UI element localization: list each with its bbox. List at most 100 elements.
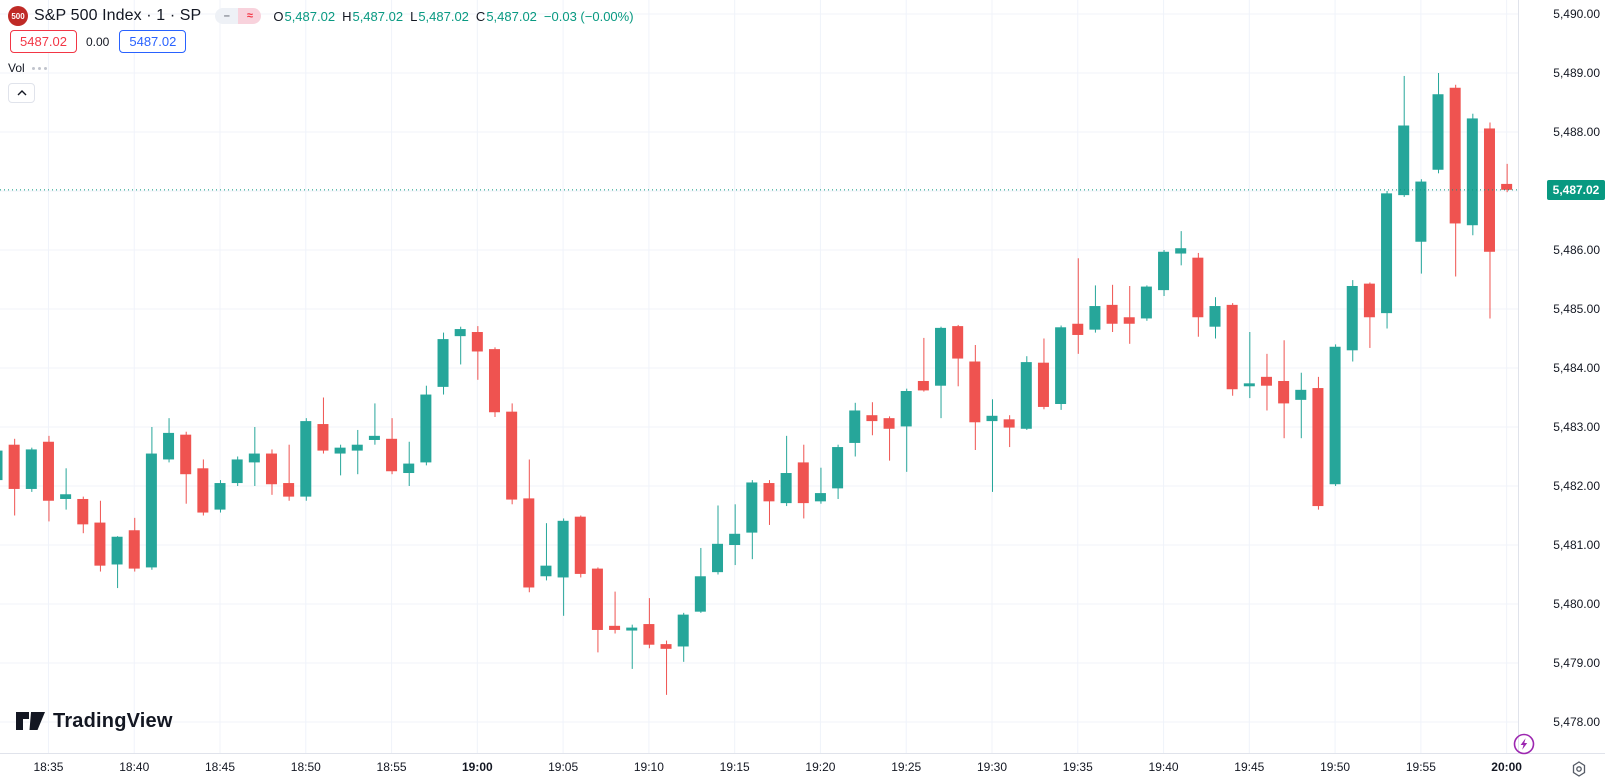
instant-trading-button[interactable]: [1509, 729, 1539, 759]
candle: [609, 591, 621, 634]
time-axis-label: 19:20: [805, 760, 836, 774]
candle: [883, 416, 895, 461]
candle: [780, 435, 792, 507]
candle: [437, 332, 449, 395]
candle: [94, 500, 106, 572]
after-hours-icon[interactable]: ≈: [238, 8, 262, 24]
open-value: 5,487.02: [284, 8, 336, 24]
candle: [626, 624, 638, 669]
time-axis-label: 19:15: [719, 760, 750, 774]
candle: [1020, 356, 1032, 430]
candle: [1243, 332, 1255, 399]
price-axis-label: 5,490.00: [1553, 7, 1600, 21]
candle: [42, 435, 54, 522]
market-closed-icon[interactable]: –: [215, 8, 239, 24]
candle: [763, 480, 775, 525]
candle: [1175, 231, 1187, 266]
time-axis-label: 19:05: [548, 760, 579, 774]
time-axis-label: 19:25: [891, 760, 922, 774]
candle: [283, 444, 295, 501]
candle: [25, 447, 37, 492]
gear-icon: [1572, 761, 1586, 777]
time-axis[interactable]: 18:35 18:40 18:45 18:50 18:55 19:00 19:05 19:10…: [0, 753, 1605, 781]
time-axis-label: 18:35: [33, 760, 64, 774]
candle: [163, 418, 175, 463]
candle: [454, 326, 466, 365]
candle: [952, 324, 964, 387]
symbol-header: 500 S&P 500 Index · 1 · SP – ≈ O 5,487.02…: [8, 6, 634, 26]
candle: [1312, 376, 1324, 510]
candle: [334, 444, 346, 476]
trade-quote-row: 5487.02 0.00 5487.02: [10, 30, 187, 53]
candle: [849, 402, 861, 457]
candle: [1260, 353, 1272, 411]
candle: [1346, 280, 1358, 362]
market-status: – ≈: [215, 8, 262, 24]
candle: [986, 399, 998, 492]
time-axis-label: 19:40: [1148, 760, 1179, 774]
candle: [1449, 84, 1461, 277]
candle: [935, 326, 947, 419]
candle: [574, 515, 586, 578]
candle: [1329, 344, 1341, 486]
time-axis-label: 18:40: [119, 760, 150, 774]
low-value: 5,487.02: [418, 8, 469, 24]
candle: [471, 326, 483, 380]
candle: [917, 337, 929, 392]
candle: [1123, 285, 1135, 344]
volume-indicator-label[interactable]: Vol: [8, 61, 25, 75]
candle: [660, 640, 672, 695]
candle: [248, 427, 260, 486]
candle: [317, 397, 329, 454]
candle: [746, 480, 758, 560]
candle: [1466, 113, 1478, 236]
time-axis-label: 18:45: [204, 760, 236, 774]
price-axis-label: 5,486.00: [1553, 243, 1600, 257]
time-axis-label: 20:00: [1491, 760, 1522, 774]
close-value: 5,487.02: [486, 8, 537, 24]
candle: [643, 598, 655, 649]
candle: [8, 438, 20, 516]
symbol-title[interactable]: S&P 500 Index · 1 · SP: [34, 7, 202, 24]
candle: [1037, 338, 1049, 410]
candle: [60, 468, 72, 510]
axis-settings-button[interactable]: [1570, 760, 1588, 778]
low-label: L: [410, 8, 418, 24]
tradingview-logo[interactable]: TradingView: [16, 709, 173, 733]
lightning-icon: [1513, 733, 1535, 755]
candle: [797, 444, 809, 519]
candle: [1089, 285, 1101, 333]
candle: [1501, 163, 1513, 193]
buy-price-button[interactable]: 5487.02: [119, 30, 187, 53]
ohlc-readout: O 5,487.02 H 5,487.02 L 5,487.02 C 5,487.02 …: [273, 9, 633, 24]
candle: [0, 450, 3, 481]
candle: [523, 459, 535, 593]
candle: [214, 480, 226, 513]
more-options-icon[interactable]: [31, 66, 50, 70]
price-axis-label: 5,478.00: [1553, 715, 1600, 729]
price-axis-label: 5,484.00: [1553, 361, 1600, 375]
candlestick-chart[interactable]: [0, 0, 1518, 753]
price-axis-label: 5,485.00: [1553, 302, 1600, 316]
candle: [506, 403, 518, 505]
candle: [351, 429, 363, 475]
volume-indicator-row: Vol: [8, 61, 50, 75]
open-label: O: [273, 8, 284, 24]
candle: [197, 459, 209, 516]
time-axis-label: 19:30: [976, 760, 1007, 774]
time-axis-label: 19:50: [1320, 760, 1351, 774]
candle: [1072, 258, 1084, 354]
time-axis-label: 19:35: [1062, 760, 1093, 774]
price-axis[interactable]: 5,490.00 5,489.00 5,488.00 5,486.00 5,485.00…: [1518, 0, 1605, 753]
candle: [1398, 75, 1410, 197]
candle: [1432, 73, 1444, 174]
time-axis-label: 19:00: [461, 760, 493, 774]
collapse-pane-button[interactable]: [8, 83, 35, 103]
candle: [1363, 282, 1375, 348]
sell-price-button[interactable]: 5487.02: [10, 30, 77, 53]
change-value: −0.03 (−0.00%): [543, 8, 634, 24]
close-label: C: [475, 8, 486, 24]
price-axis-label: 5,489.00: [1553, 66, 1600, 80]
candle: [729, 504, 741, 566]
price-axis-label: 5,483.00: [1553, 420, 1600, 434]
